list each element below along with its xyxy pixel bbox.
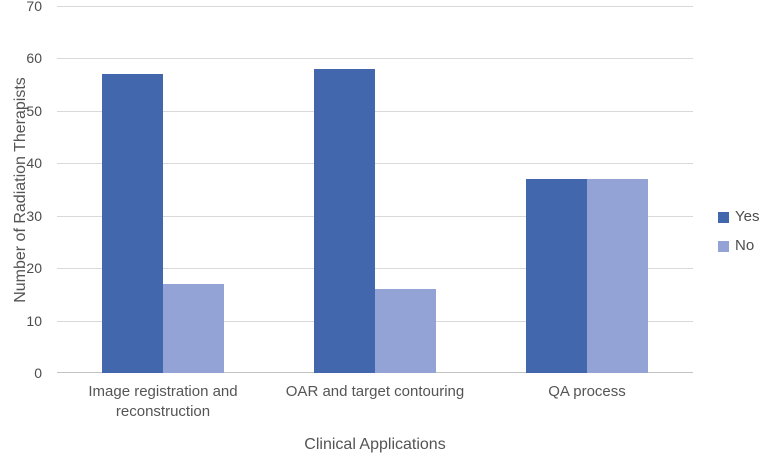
x-axis-category-labels: Image registration and reconstruction OAR… bbox=[57, 382, 693, 422]
y-tick-label: 70 bbox=[26, 0, 42, 14]
category-label: OAR and target contouring bbox=[285, 383, 465, 400]
legend-label: No bbox=[735, 237, 755, 254]
legend-item-yes: Yes bbox=[718, 208, 759, 226]
bar-no bbox=[163, 283, 224, 373]
y-tick-label: 40 bbox=[26, 155, 42, 171]
bar-group bbox=[481, 6, 693, 373]
y-tick-label: 30 bbox=[26, 208, 42, 224]
x-axis-title: Clinical Applications bbox=[304, 436, 446, 453]
y-axis-tick-labels: 0 10 20 30 40 50 60 70 bbox=[0, 0, 42, 381]
gridline bbox=[57, 111, 693, 112]
y-tick-label: 60 bbox=[26, 50, 42, 66]
plot-area bbox=[57, 6, 693, 373]
y-tick-label: 50 bbox=[26, 103, 42, 119]
gridline bbox=[57, 58, 693, 59]
legend: Yes No bbox=[718, 208, 759, 255]
category-label: Image registration and reconstruction bbox=[88, 383, 238, 420]
category-label: QA process bbox=[548, 383, 626, 400]
legend-swatch-yes bbox=[718, 211, 729, 223]
y-tick-label: 0 bbox=[34, 365, 42, 381]
bar-group bbox=[269, 6, 481, 373]
gridline bbox=[57, 163, 693, 164]
legend-swatch-no bbox=[718, 240, 729, 252]
bar-yes bbox=[102, 74, 163, 373]
legend-item-no: No bbox=[718, 237, 759, 255]
y-tick-label: 10 bbox=[26, 313, 42, 329]
bar-yes bbox=[526, 179, 587, 373]
gridline bbox=[57, 6, 693, 7]
gridline bbox=[57, 216, 693, 217]
bar-no bbox=[375, 289, 436, 373]
bar-group bbox=[57, 6, 269, 373]
bar-yes bbox=[314, 68, 375, 373]
legend-label: Yes bbox=[735, 208, 760, 225]
bar-no bbox=[587, 179, 648, 373]
gridline bbox=[57, 268, 693, 269]
y-tick-label: 20 bbox=[26, 260, 42, 276]
